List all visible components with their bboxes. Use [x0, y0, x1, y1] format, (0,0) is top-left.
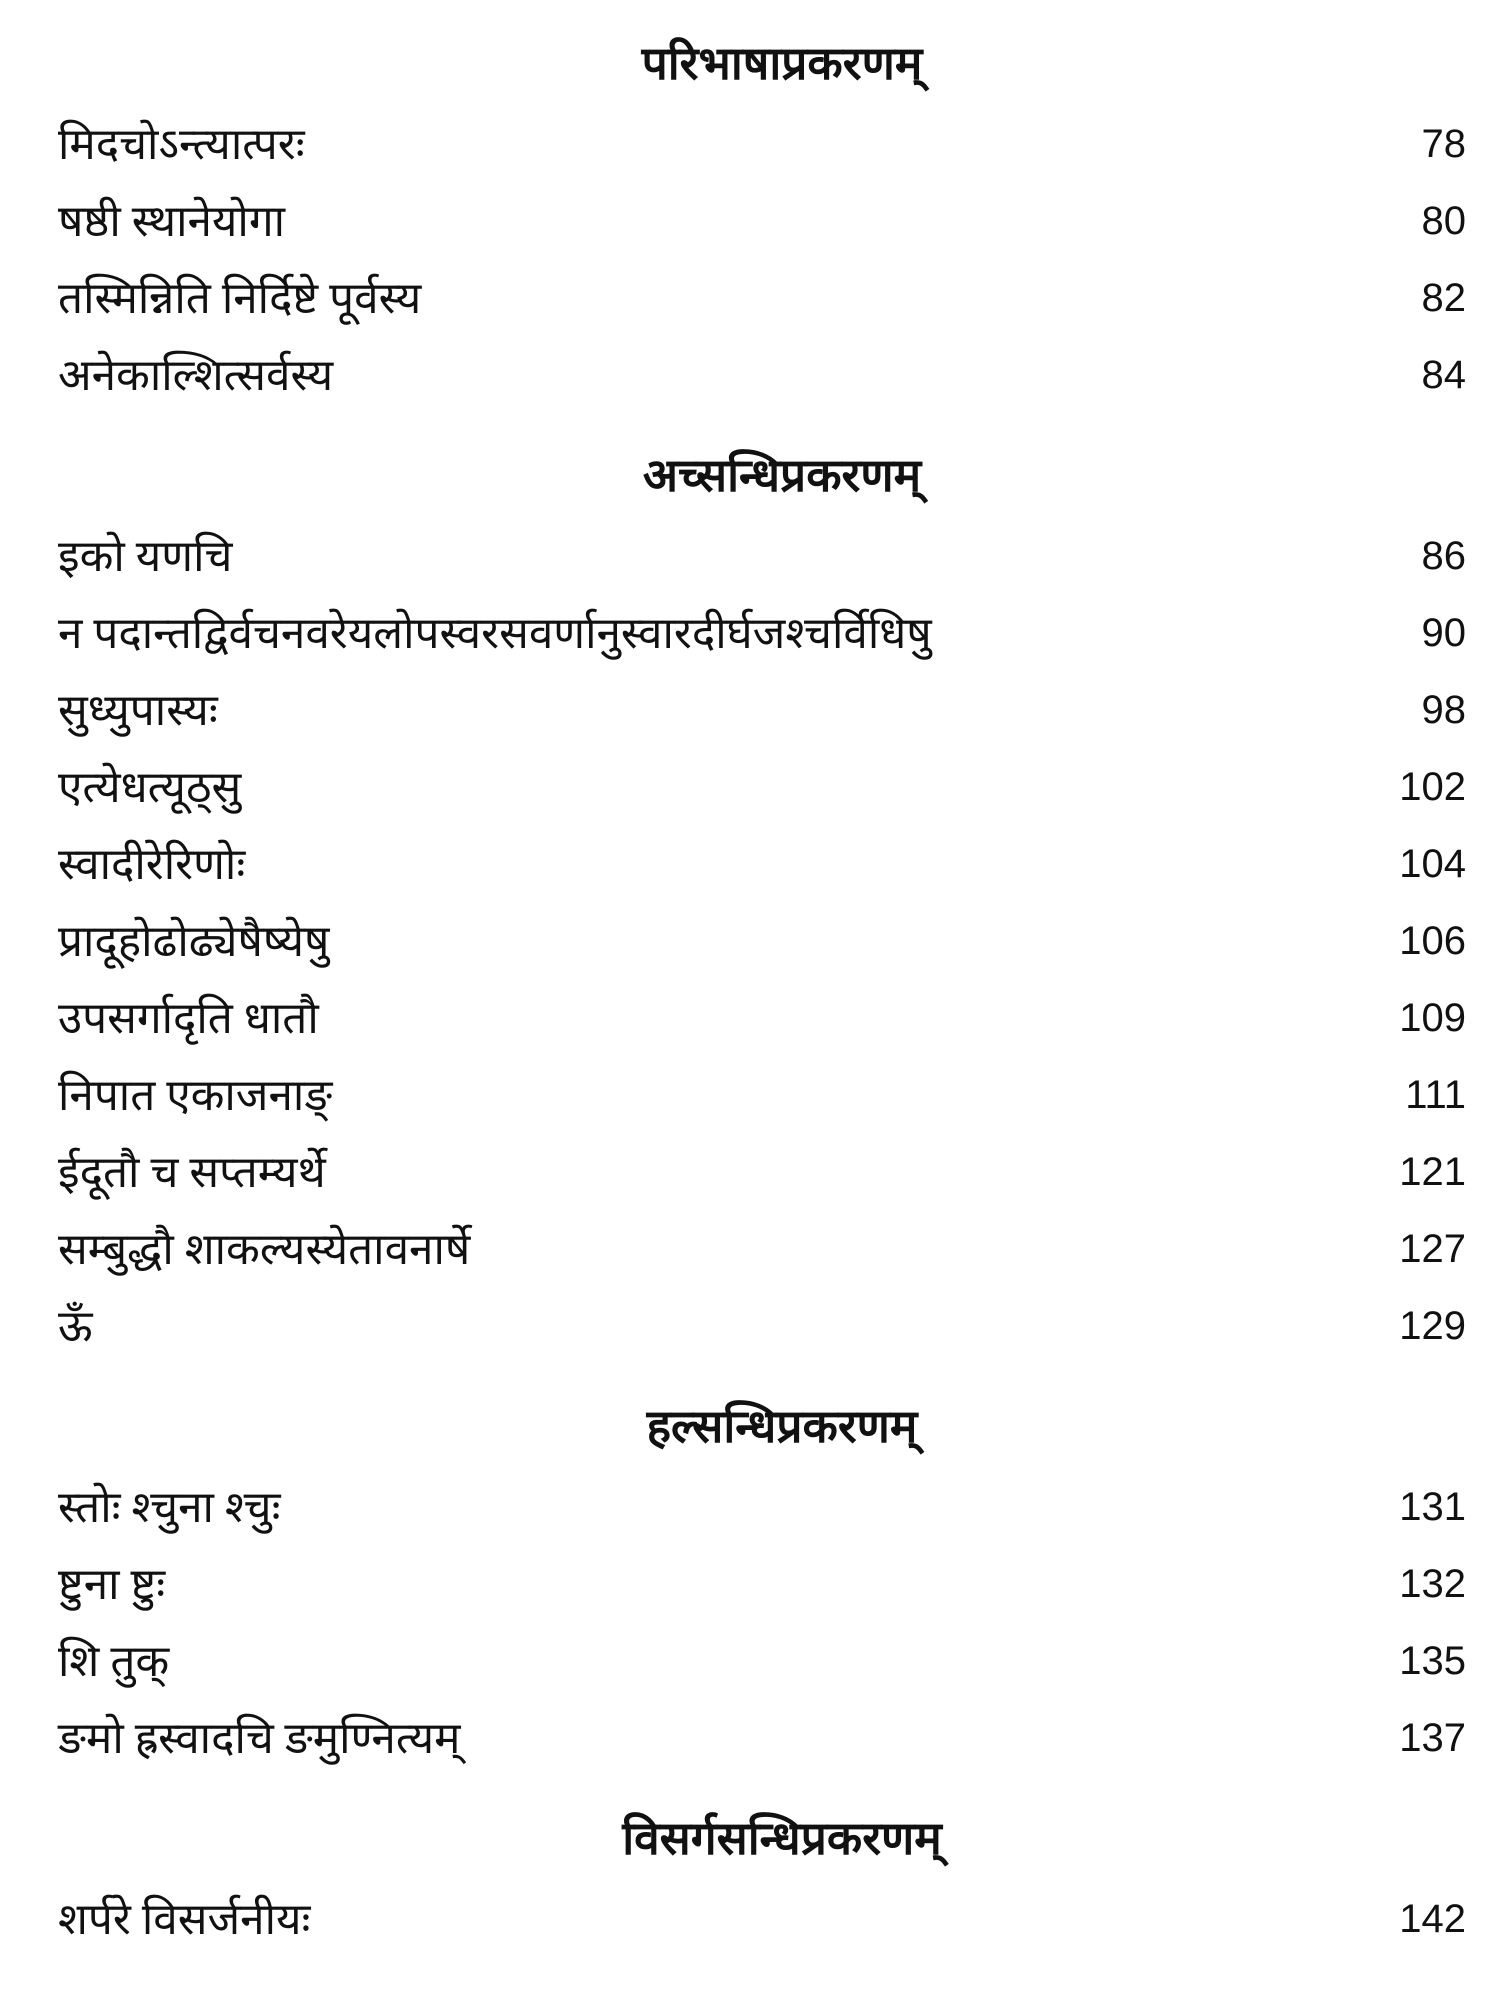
- entry-title: ङमो ह्रस्वादचि ङमुण्नित्यम्: [58, 1714, 461, 1763]
- entry-title: षष्ठी स्थानेयोगा: [58, 197, 285, 246]
- entry-page-number: 84: [1421, 353, 1467, 397]
- entry-page-number: 80: [1421, 199, 1467, 243]
- entry-title: अनेकाल्शित्सर्वस्य: [58, 351, 334, 400]
- entry-title: स्तोः श्चुना श्चुः: [58, 1483, 281, 1532]
- toc-entry: सम्बुद्धौ शाकल्यस्येतावनार्षे 127: [58, 1211, 1466, 1288]
- toc-entry: एत्येधत्यूठ्सु 102: [58, 749, 1466, 826]
- section-heading: अच्सन्धिप्रकरणम्: [642, 450, 922, 501]
- entry-title: प्रादूहोढोढ्येषैष्येषु: [58, 917, 330, 966]
- toc-entry: ष्टुना ष्टुः 132: [58, 1546, 1466, 1623]
- toc-entry: उपसर्गादृति धातौ 109: [58, 980, 1466, 1057]
- entry-page-number: 135: [1399, 1639, 1466, 1683]
- table-of-contents: परिभाषाप्रकरणम् मिदचोऽन्त्यात्परः 78 षष्ठी …: [58, 22, 1466, 1958]
- entry-page-number: 137: [1399, 1716, 1466, 1760]
- entry-page-number: 98: [1421, 688, 1467, 732]
- entry-page-number: 102: [1399, 765, 1466, 809]
- toc-entry: षष्ठी स्थानेयोगा 80: [58, 183, 1466, 260]
- entry-title: न पदान्तद्विर्वचनवरेयलोपस्वरसवर्णानुस्वा…: [58, 609, 932, 658]
- toc-entry: निपात एकाजनाङ् 111: [58, 1057, 1466, 1134]
- entry-page-number: 111: [1405, 1073, 1466, 1117]
- toc-entry: इको यणचि 86: [58, 518, 1466, 595]
- entry-page-number: 129: [1399, 1304, 1466, 1348]
- toc-section: अच्सन्धिप्रकरणम् इको यणचि 86 न पदान्तद्विर्…: [58, 434, 1466, 1365]
- toc-entry: स्तोः श्चुना श्चुः 131: [58, 1469, 1466, 1546]
- toc-entry: न पदान्तद्विर्वचनवरेयलोपस्वरसवर्णानुस्वा…: [58, 595, 1466, 672]
- toc-section: हल्सन्धिप्रकरणम् स्तोः श्चुना श्चुः 131 ष्ट…: [58, 1385, 1466, 1777]
- entry-title: तस्मिन्निति निर्दिष्टे पूर्वस्य: [58, 274, 422, 323]
- entry-page-number: 132: [1399, 1562, 1466, 1606]
- entry-page-number: 90: [1421, 611, 1467, 655]
- toc-entry: मिदचोऽन्त्यात्परः 78: [58, 106, 1466, 183]
- entry-page-number: 82: [1421, 276, 1467, 320]
- entry-page-number: 109: [1399, 996, 1466, 1040]
- section-heading: हल्सन्धिप्रकरणम्: [646, 1401, 918, 1452]
- toc-entry: स्वादीरेरिणोः 104: [58, 826, 1466, 903]
- toc-entry: तस्मिन्निति निर्दिष्टे पूर्वस्य 82: [58, 260, 1466, 337]
- entry-title: एत्येधत्यूठ्सु: [58, 763, 242, 812]
- entry-title: इको यणचि: [58, 532, 233, 581]
- toc-entry: प्रादूहोढोढ्येषैष्येषु 106: [58, 903, 1466, 980]
- toc-section: परिभाषाप्रकरणम् मिदचोऽन्त्यात्परः 78 षष्ठी …: [58, 22, 1466, 414]
- entry-title: उपसर्गादृति धातौ: [58, 994, 319, 1043]
- entry-title: निपात एकाजनाङ्: [58, 1071, 333, 1120]
- toc-entry: शि तुक् 135: [58, 1623, 1466, 1700]
- entry-page-number: 78: [1421, 122, 1467, 166]
- toc-entry: सुध्युपास्यः 98: [58, 672, 1466, 749]
- entry-title: स्वादीरेरिणोः: [58, 840, 246, 889]
- toc-entry: ऊँ 129: [58, 1288, 1466, 1365]
- entry-page-number: 86: [1421, 534, 1467, 578]
- entry-title: ऊँ: [58, 1302, 93, 1351]
- toc-entry: ङमो ह्रस्वादचि ङमुण्नित्यम् 137: [58, 1700, 1466, 1777]
- toc-entry: अनेकाल्शित्सर्वस्य 84: [58, 337, 1466, 414]
- entry-page-number: 121: [1399, 1150, 1466, 1194]
- section-heading: परिभाषाप्रकरणम्: [641, 38, 923, 89]
- entry-title: शि तुक्: [58, 1637, 170, 1686]
- entry-title: ष्टुना ष्टुः: [58, 1560, 166, 1609]
- toc-entry: शर्परे विसर्जनीयः 142: [58, 1881, 1466, 1958]
- entry-page-number: 142: [1399, 1897, 1466, 1941]
- entry-title: सुध्युपास्यः: [58, 686, 218, 735]
- entry-page-number: 127: [1399, 1227, 1466, 1271]
- entry-title: मिदचोऽन्त्यात्परः: [58, 120, 305, 169]
- section-heading: विसर्गसन्धिप्रकरणम्: [622, 1813, 942, 1864]
- entry-title: ईदूतौ च सप्तम्यर्थे: [58, 1148, 326, 1197]
- entry-title: सम्बुद्धौ शाकल्यस्येतावनार्षे: [58, 1225, 471, 1274]
- entry-page-number: 106: [1399, 919, 1466, 963]
- toc-entry: ईदूतौ च सप्तम्यर्थे 121: [58, 1134, 1466, 1211]
- toc-section: विसर्गसन्धिप्रकरणम् शर्परे विसर्जनीयः 142: [58, 1797, 1466, 1958]
- entry-title: शर्परे विसर्जनीयः: [58, 1895, 311, 1944]
- entry-page-number: 104: [1399, 842, 1466, 886]
- entry-page-number: 131: [1399, 1485, 1466, 1529]
